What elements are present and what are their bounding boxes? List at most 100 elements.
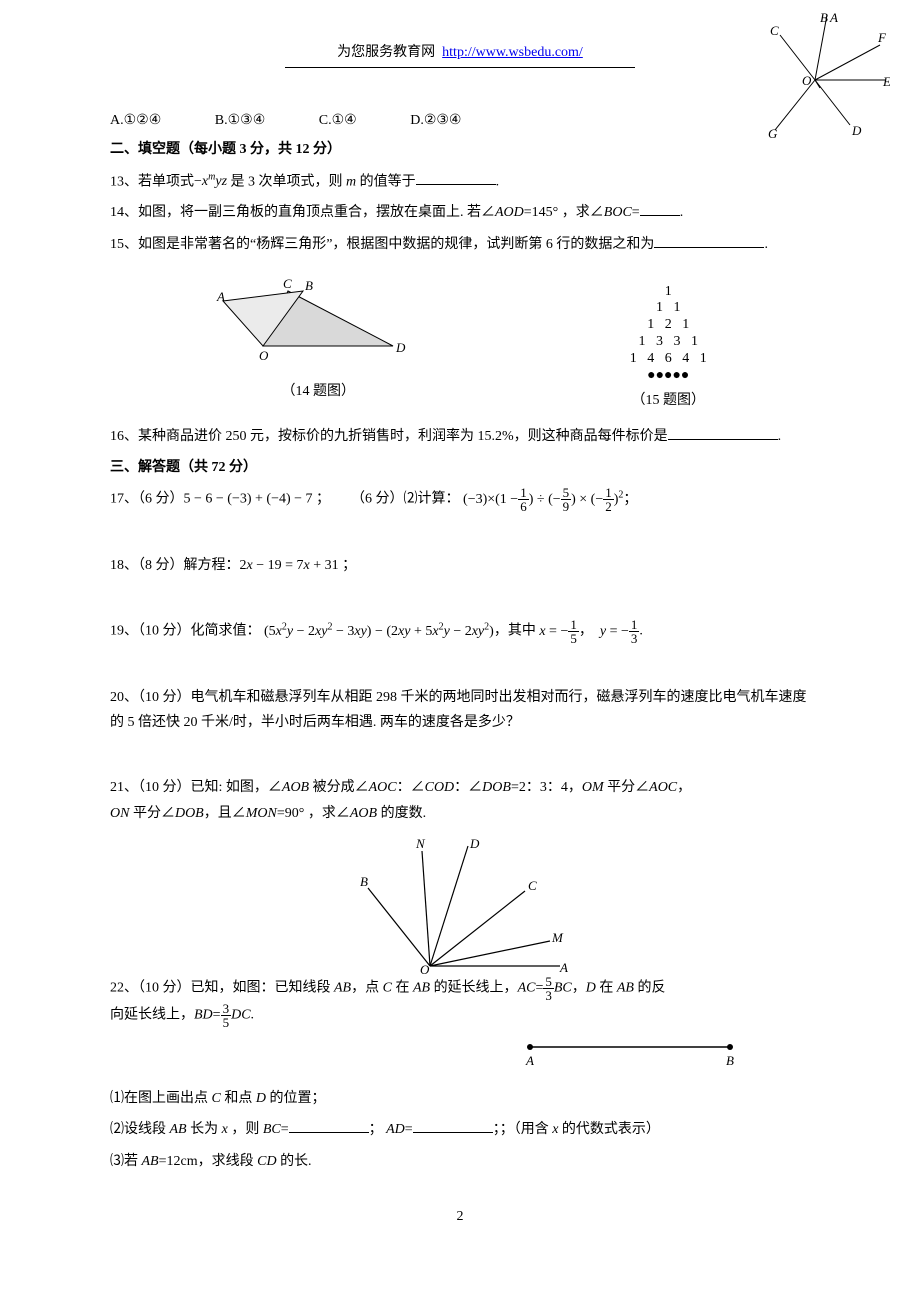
figure14-caption: （14 题图） [213, 379, 423, 404]
q21-p7: 的度数. [377, 806, 426, 821]
q22-dc: DC [231, 1008, 250, 1023]
q22-c: C [383, 981, 392, 996]
q22-sub1a: ⑴在图上画出点 [110, 1091, 208, 1106]
site-name: 为您服务教育网 [337, 45, 435, 60]
q21-on: ON [110, 806, 129, 821]
q21-p5: ，且∠ [204, 806, 246, 821]
q22-sub2c: ，则 [231, 1122, 259, 1137]
section2-title: 二、填空题（每小题 3 分，共 12 分） [110, 137, 810, 162]
q14-period: . [680, 205, 684, 220]
figure22-wrap: A B [110, 1035, 810, 1080]
q19-f1n: 1 [568, 618, 579, 632]
q19-period: . [639, 624, 643, 639]
q22-sub2: ⑵设线段 AB 长为 x ，则 BC=； AD=；；（用含 x 的代数式表示） [110, 1117, 810, 1142]
q18-prефix: 18、（8 分）解方程： [110, 558, 240, 573]
svg-text:D: D [469, 836, 480, 851]
q19-f1d: 5 [568, 632, 579, 645]
q22-sub3-ab: AB [142, 1154, 159, 1169]
q12-choices: A.①②④ B.①③④ C.①④ D.②③④ [110, 108, 810, 133]
q22-eq2: = [213, 1008, 221, 1023]
figure21-svg: B N D C M A O [350, 836, 570, 976]
q17-f1d: 6 [518, 500, 529, 513]
q22-ab2: AB [413, 981, 430, 996]
svg-text:M: M [551, 930, 564, 945]
q22-bd: BD [194, 1008, 213, 1023]
pascal-r4: 1 4 6 4 1 [630, 351, 707, 366]
q22-d: D [586, 981, 596, 996]
q21-om: OM [582, 780, 604, 795]
q21-p1: 21、（10 分）已知: 如图，∠ [110, 780, 282, 795]
q17-semi: ； [623, 492, 637, 507]
q22-sub2f: ；（用含 [500, 1122, 549, 1137]
q19-prefix: 19、（10 分）化简求值： [110, 624, 261, 639]
q13-period: . [496, 174, 500, 189]
q19-xeq: x = −15 [539, 624, 579, 639]
q13-yz: yz [215, 174, 227, 189]
svg-text:B: B [726, 1053, 734, 1068]
q22-sub2a: ⑵设线段 [110, 1122, 166, 1137]
q21-cod: COD [425, 780, 455, 795]
q14-text1: 14、如图，将一副三角板的直角顶点重合，摆放在桌面上. 若∠ [110, 205, 495, 220]
q19: 19、（10 分）化简求值： (5x2y − 2xy2 − 3xy) − (2x… [110, 618, 810, 645]
q17-f2n: 5 [561, 486, 572, 500]
q21-aoc: AOC [369, 780, 397, 795]
q21-aoc2: AOC [649, 780, 677, 795]
q22-sub2-x: x [222, 1122, 228, 1137]
header-underline [285, 67, 635, 68]
q17-f3n: 1 [603, 486, 614, 500]
svg-text:O: O [259, 348, 269, 363]
q22-f1n: 5 [543, 975, 554, 989]
q13-prefix: 13、若单项式 [110, 174, 194, 189]
figure21-wrap: B N D C M A O [110, 836, 810, 985]
q16: 16、某种商品进价 250 元，按标价的九折销售时，利润率为 15.2%，则这种… [110, 424, 810, 449]
q16-period: . [778, 429, 782, 444]
q22-blank-bc [289, 1118, 369, 1133]
svg-text:D: D [395, 340, 406, 355]
site-url[interactable]: http://www.wsbedu.com/ [442, 45, 583, 60]
page-header: 为您服务教育网 http://www.wsbedu.com/ [50, 40, 870, 68]
page-number: 2 [50, 1204, 870, 1229]
q22-sub3c: 的长. [280, 1154, 312, 1169]
q22-p1: 22、（10 分）已知，如图：已知线段 [110, 981, 331, 996]
q22-p2: ，点 [351, 981, 379, 996]
q19-mid: ，其中 [494, 624, 536, 639]
q22-sub2-bc: BC [263, 1122, 281, 1137]
figures-14-15: A C B D O （14 题图） 1 1 1 1 2 1 1 3 3 1 1 … [110, 267, 810, 414]
q22-sub1-d: D [256, 1091, 266, 1106]
q21: 21、（10 分）已知: 如图，∠AOB 被分成∠AOC：∠COD：∠DOB=2… [110, 775, 810, 825]
q18-expr: 2x − 19 = 7x + 31 ； [240, 558, 357, 573]
q17-expr2: (−3)×(1 −16) ÷ (−59) × (−12)2； [463, 492, 637, 507]
q22-sub1b: 和点 [224, 1091, 252, 1106]
q22: 22、（10 分）已知，如图：已知线段 AB，点 C 在 AB 的延长线上，AC… [110, 975, 810, 1029]
q15-text: 15、如图是非常著名的“杨辉三角形”，根据图中数据的规律，试判断第 6 行的数据… [110, 237, 654, 252]
svg-text:A: A [216, 289, 225, 304]
svg-text:B: B [360, 874, 368, 889]
q17-f3d: 2 [603, 500, 614, 513]
q22-eq1: = [535, 981, 543, 996]
q16-blank [668, 425, 778, 440]
svg-text:N: N [415, 836, 426, 851]
q21-p3a: 平分∠ [607, 780, 649, 795]
q21-ratio: =2：3：4， [511, 780, 582, 795]
q17-p2label: （6 分）⑵计算： [351, 492, 460, 507]
svg-text:F: F [877, 30, 887, 45]
svg-text:B: B [305, 278, 313, 293]
q18: 18、（8 分）解方程：2x − 19 = 7x + 31 ； [110, 553, 810, 578]
choice-b: B.①③④ [215, 108, 266, 133]
choice-c: C.①④ [319, 108, 357, 133]
choice-a: A.①②④ [110, 108, 161, 133]
svg-text:O: O [802, 73, 812, 88]
q17-expr1: 5 − 6 − (−3) + (−4) − 7 ； [184, 492, 331, 507]
svg-text:A: A [829, 10, 838, 25]
q22-ab: AB [334, 981, 351, 996]
svg-text:G: G [768, 126, 778, 140]
q19-f2d: 3 [629, 632, 640, 645]
q22-sub2b: 长为 [190, 1122, 218, 1137]
pascal-r5: ●●●●● [647, 368, 689, 383]
q21-aob2: AOB [350, 806, 377, 821]
q21-aob: AOB [282, 780, 309, 795]
q17-e2a: (−3)×(1 − [463, 492, 518, 507]
q17: 17、（6 分）5 − 6 − (−3) + (−4) − 7 ； （6 分）⑵… [110, 486, 810, 513]
figure22-svg: A B [510, 1035, 750, 1071]
q21-p3b: 平分∠ [133, 806, 175, 821]
